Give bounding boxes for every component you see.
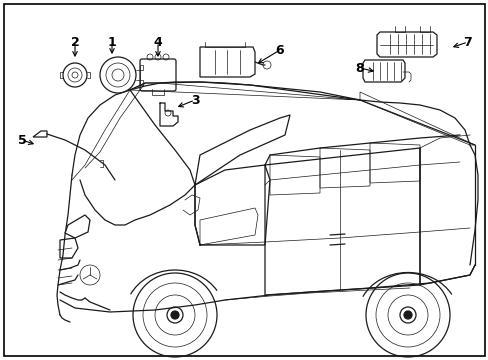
Text: 2: 2 xyxy=(70,36,79,49)
Text: 1: 1 xyxy=(107,36,116,49)
Text: 5: 5 xyxy=(18,134,26,147)
Text: 3: 3 xyxy=(190,94,199,107)
Text: 4: 4 xyxy=(153,36,162,49)
Circle shape xyxy=(403,311,411,319)
Text: 6: 6 xyxy=(275,44,284,57)
Circle shape xyxy=(171,311,179,319)
Text: 7: 7 xyxy=(463,36,471,49)
Text: 8: 8 xyxy=(355,62,364,75)
